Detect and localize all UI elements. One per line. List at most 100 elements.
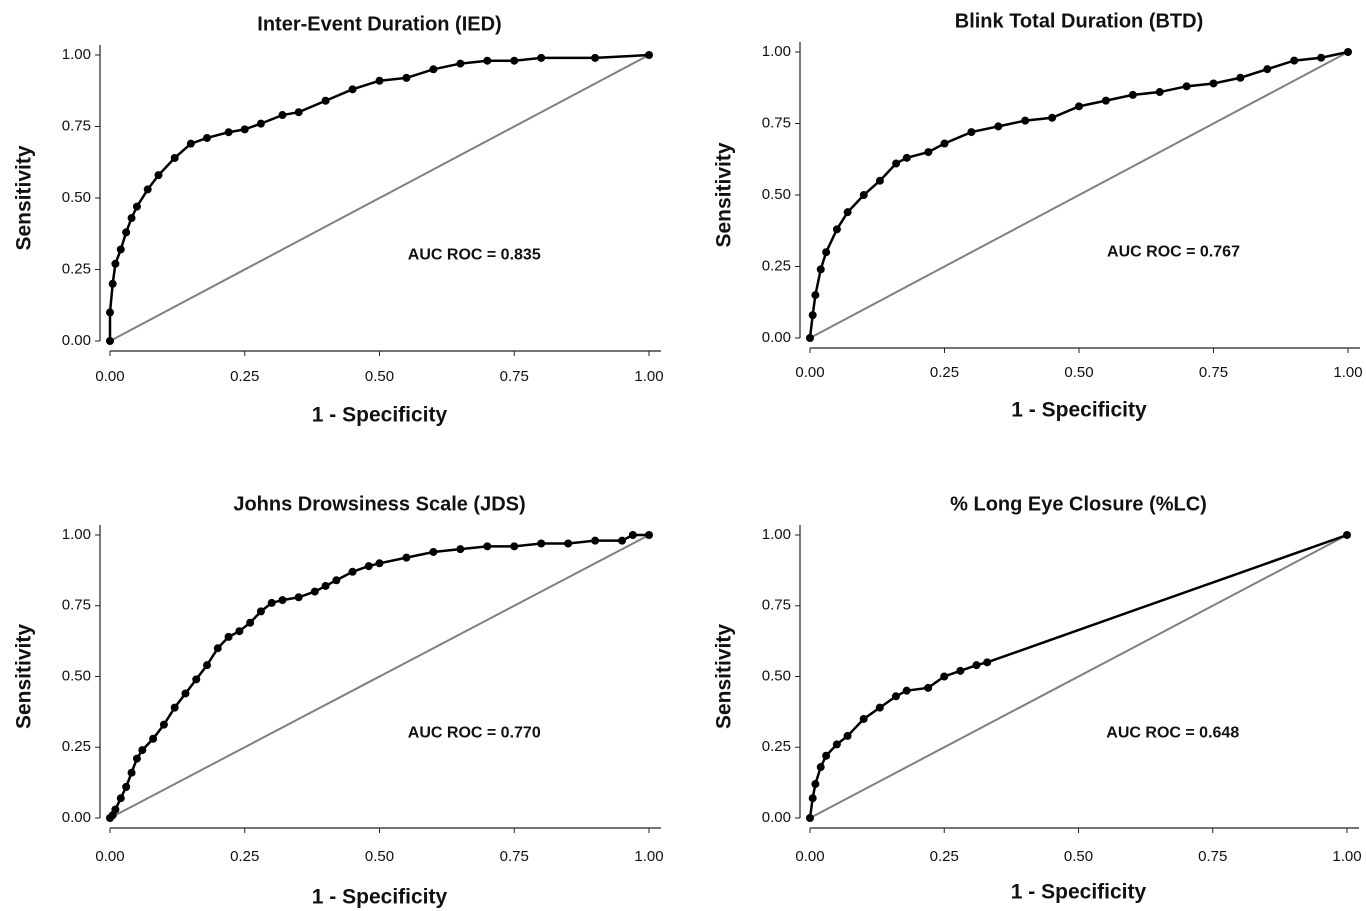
roc-point: [192, 675, 201, 684]
roc-point: [1048, 113, 1057, 122]
roc-point: [1021, 116, 1030, 125]
roc-point: [1128, 90, 1137, 99]
roc-point: [1075, 102, 1083, 111]
roc-point: [203, 133, 212, 142]
roc-point: [402, 73, 411, 82]
roc-point: [122, 782, 131, 791]
roc-point: [875, 176, 884, 185]
roc-point: [154, 171, 163, 180]
chart-title: % Long Eye Closure (%LC): [950, 493, 1207, 515]
x-tick-label: 0.25: [230, 368, 259, 385]
roc-point: [1209, 79, 1218, 88]
roc-point: [564, 539, 573, 548]
roc-point: [364, 562, 373, 571]
roc-point: [808, 311, 817, 320]
y-axis-label: Sensitivity: [713, 142, 736, 247]
roc-point: [375, 76, 384, 85]
roc-point: [321, 581, 330, 590]
roc-point: [1263, 65, 1272, 74]
roc-point: [224, 128, 233, 137]
roc-point: [429, 547, 438, 556]
y-tick-label: 0.25: [762, 738, 791, 755]
roc-curve: [808, 50, 1349, 339]
annotation: AUC ROC = 0.767: [1107, 243, 1240, 260]
roc-point: [483, 56, 492, 65]
roc-point: [138, 746, 147, 755]
y-tick-label: 0.75: [62, 597, 91, 614]
roc-point: [983, 658, 992, 667]
roc-point: [1290, 56, 1299, 65]
x-tick-label: 1.00: [1333, 364, 1362, 381]
roc-point: [924, 148, 933, 157]
x-tick-label: 1.00: [1332, 848, 1361, 865]
roc-point: [332, 576, 341, 585]
reference-line: [809, 534, 1348, 819]
x-tick-label: 0.50: [365, 848, 394, 865]
y-tick-label: 0.25: [62, 260, 91, 277]
roc-point: [127, 214, 136, 223]
roc-point: [940, 672, 949, 681]
x-tick-label: 0.00: [95, 848, 124, 865]
y-tick-label: 0.75: [762, 114, 791, 131]
roc-point: [278, 596, 287, 605]
roc-point: [1182, 82, 1191, 91]
roc-point: [832, 225, 841, 234]
roc-point: [348, 567, 357, 576]
roc-point: [628, 531, 637, 539]
roc-point: [645, 531, 653, 539]
y-axis-label: Sensitivity: [713, 624, 736, 729]
roc-point: [1344, 48, 1352, 56]
roc-point: [843, 731, 852, 740]
roc-point: [116, 245, 125, 254]
y-axis-label: Sensitivity: [13, 145, 36, 250]
annotation: AUC ROC = 0.770: [408, 724, 541, 741]
roc-point: [816, 265, 825, 274]
roc-point: [375, 559, 384, 568]
roc-point: [843, 208, 852, 217]
y-tick-label: 1.00: [62, 46, 91, 63]
reference-line: [809, 51, 1349, 339]
roc-point: [994, 122, 1003, 131]
roc-point: [811, 780, 820, 789]
roc-point: [181, 689, 190, 698]
roc-point: [235, 627, 244, 636]
roc-point: [186, 139, 195, 148]
roc-point: [170, 153, 179, 162]
roc-point: [116, 794, 125, 803]
x-tick-label: 0.50: [1064, 364, 1093, 381]
roc-point: [108, 279, 117, 288]
roc-point: [537, 53, 546, 62]
roc-point: [806, 334, 814, 342]
roc-point: [456, 59, 465, 68]
roc-point: [832, 740, 841, 749]
x-tick-label: 0.75: [1198, 848, 1227, 865]
roc-point: [956, 666, 965, 675]
roc-point: [875, 703, 884, 712]
roc-point: [246, 618, 255, 627]
roc-point: [924, 683, 933, 692]
roc-point: [132, 754, 141, 763]
roc-point: [132, 202, 141, 211]
roc-point: [256, 119, 265, 128]
roc-point: [106, 308, 114, 317]
roc-point: [429, 65, 438, 74]
x-tick-label: 1.00: [634, 848, 663, 865]
roc-point: [808, 794, 817, 803]
roc-point: [806, 814, 814, 822]
roc-point: [294, 108, 303, 117]
y-tick-label: 0.00: [762, 329, 791, 346]
x-axis-label: 1 - Specificity: [1011, 881, 1147, 904]
roc-point: [822, 248, 831, 257]
x-axis-label: 1 - Specificity: [312, 886, 448, 909]
annotation: AUC ROC = 0.835: [408, 246, 541, 263]
x-tick-label: 0.25: [930, 848, 959, 865]
x-tick-label: 0.25: [230, 848, 259, 865]
roc-point: [1155, 88, 1164, 97]
y-tick-label: 0.25: [62, 738, 91, 755]
x-tick-label: 0.25: [930, 364, 959, 381]
roc-point: [816, 763, 825, 772]
roc-point: [967, 128, 976, 137]
y-tick-label: 0.00: [62, 332, 91, 349]
roc-point: [902, 153, 911, 162]
